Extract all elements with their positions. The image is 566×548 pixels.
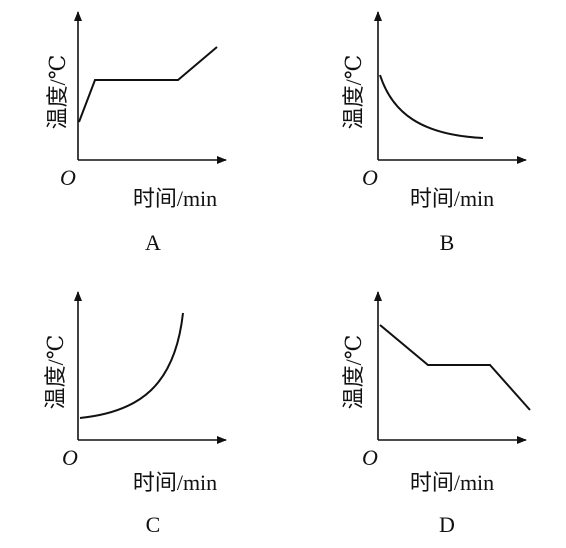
x-axis-label: 时间/min [133, 186, 217, 211]
panel-label: B [440, 230, 455, 255]
x-axis-label: 时间/min [410, 470, 494, 495]
y-axis-label: 温度/℃ [341, 335, 366, 410]
origin-label: O [362, 445, 378, 470]
y-axis-label: 温度/℃ [45, 55, 70, 130]
y-axis-label: 温度/℃ [43, 335, 68, 410]
curve [379, 74, 484, 139]
origin-label: O [62, 445, 78, 470]
panel-d: 温度/℃ O 时间/min D [341, 291, 531, 537]
panel-label: A [145, 230, 161, 255]
origin-label: O [60, 165, 76, 190]
panel-b: 温度/℃ O 时间/min B [341, 11, 527, 255]
panel-a: 温度/℃ O 时间/min A [45, 11, 227, 255]
curve [79, 312, 184, 419]
panel-label: D [439, 512, 455, 537]
x-axis-label: 时间/min [133, 470, 217, 495]
panel-c: 温度/℃ O 时间/min C [43, 291, 227, 537]
curve [379, 324, 531, 411]
panel-label: C [146, 512, 161, 537]
x-axis-label: 时间/min [410, 186, 494, 211]
curve [78, 46, 218, 123]
y-axis-label: 温度/℃ [341, 55, 366, 130]
origin-label: O [362, 165, 378, 190]
